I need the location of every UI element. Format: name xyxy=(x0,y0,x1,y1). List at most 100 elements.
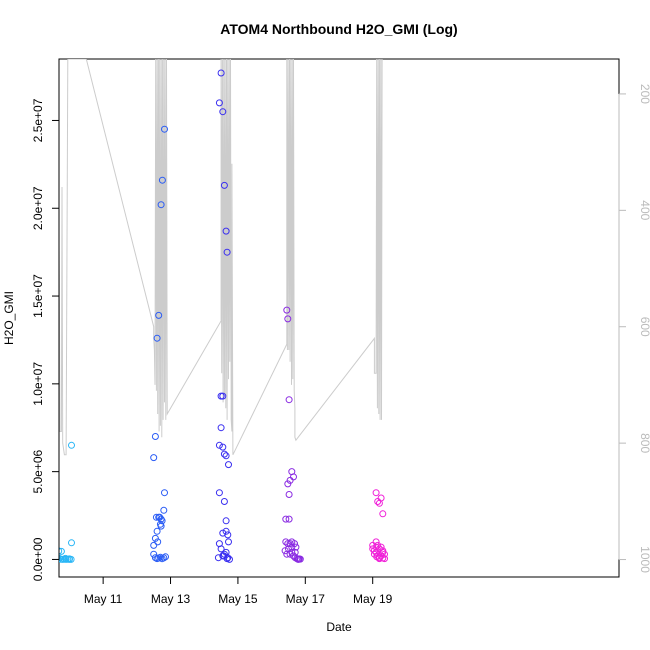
data-point xyxy=(284,540,292,548)
data-point xyxy=(215,441,223,449)
data-point xyxy=(379,548,387,556)
data-point xyxy=(160,554,168,562)
data-point xyxy=(372,489,380,497)
data-point xyxy=(225,461,232,469)
y-tick-label: 1.5e+07 xyxy=(31,274,45,318)
y2-tick-label: 1000 xyxy=(638,546,650,573)
x-tick-label: May 19 xyxy=(353,592,393,606)
data-point xyxy=(219,443,227,451)
data-point xyxy=(374,498,382,505)
data-point xyxy=(161,489,168,497)
data-point xyxy=(295,555,303,563)
x-axis-label: Date xyxy=(326,620,352,634)
data-point xyxy=(222,527,230,535)
data-point xyxy=(285,491,293,498)
data-point xyxy=(153,334,161,342)
data-point xyxy=(161,125,168,133)
data-point xyxy=(65,555,73,563)
data-point xyxy=(286,476,294,484)
y-tick-label: 5.0e+06 xyxy=(31,449,45,493)
data-point xyxy=(155,311,163,319)
data-point xyxy=(150,454,158,462)
data-point xyxy=(222,227,230,235)
series-group5 xyxy=(369,489,388,563)
data-point xyxy=(381,550,388,558)
data-point xyxy=(61,554,69,562)
data-point xyxy=(160,506,168,514)
data-point xyxy=(153,527,161,535)
data-point xyxy=(292,543,300,551)
data-point xyxy=(222,452,230,460)
data-point xyxy=(220,450,228,458)
data-point xyxy=(156,513,164,521)
data-point xyxy=(152,513,160,521)
data-point xyxy=(381,555,388,563)
data-point xyxy=(217,424,225,432)
data-point xyxy=(372,548,380,556)
data-point xyxy=(158,176,166,184)
data-point xyxy=(151,534,159,542)
x-tick-label: May 17 xyxy=(286,592,326,606)
data-point xyxy=(68,441,75,449)
data-point xyxy=(59,547,65,555)
y-tick-label: 0.0e+00 xyxy=(31,537,45,581)
data-point xyxy=(215,99,223,107)
data-point xyxy=(223,555,231,563)
data-point xyxy=(288,548,296,556)
data-point xyxy=(157,515,165,523)
pressure-line xyxy=(59,59,383,456)
data-point xyxy=(286,550,294,558)
data-point xyxy=(220,181,228,189)
data-point xyxy=(225,538,232,546)
data-point xyxy=(217,69,225,77)
data-point xyxy=(283,306,291,314)
series-group2 xyxy=(150,125,169,563)
y2-tick-label: 800 xyxy=(638,433,650,453)
data-point xyxy=(284,480,292,488)
y-tick-label: 1.0e+07 xyxy=(31,362,45,406)
data-point xyxy=(220,498,228,505)
y2-tick-label: 200 xyxy=(638,84,650,104)
data-point xyxy=(219,108,227,116)
plot-frame xyxy=(58,58,620,578)
data-point xyxy=(59,555,62,563)
x-tick-label: May 15 xyxy=(218,592,258,606)
data-point xyxy=(150,550,158,558)
data-point xyxy=(284,315,292,323)
data-point xyxy=(281,547,289,555)
data-point xyxy=(285,515,293,523)
data-point xyxy=(217,545,225,553)
data-point xyxy=(59,547,63,555)
data-point xyxy=(290,473,297,481)
x-tick-label: May 13 xyxy=(151,592,191,606)
x-tick-label: May 11 xyxy=(84,592,123,606)
data-point xyxy=(215,489,223,497)
data-point xyxy=(157,201,165,209)
data-point xyxy=(151,433,159,440)
points-layer xyxy=(59,69,388,563)
data-point xyxy=(375,499,383,507)
data-point xyxy=(285,396,293,404)
data-point xyxy=(154,538,162,546)
data-point xyxy=(224,554,232,562)
series-group3 xyxy=(214,69,233,563)
pressure-layer xyxy=(59,59,383,456)
data-point xyxy=(369,541,377,549)
data-point xyxy=(224,531,232,539)
y-axis-label: H2O_GMI xyxy=(2,291,16,345)
y-tick-label: 2.0e+07 xyxy=(31,186,45,230)
chart-title: ATOM4 Northbound H2O_GMI (Log) xyxy=(220,21,457,37)
data-point xyxy=(157,522,165,530)
data-point xyxy=(219,392,227,400)
axes-layer: May 11 May 13 May 15 May 17 May 19 0.0e+00 5.0… xyxy=(31,84,650,606)
data-point xyxy=(372,543,380,551)
y2-tick-label: 400 xyxy=(638,200,650,220)
data-point xyxy=(288,543,296,551)
data-point xyxy=(373,553,381,561)
data-point xyxy=(150,541,158,549)
series-group1 xyxy=(59,441,75,563)
data-point xyxy=(282,515,290,523)
series-group4 xyxy=(281,306,304,563)
data-point xyxy=(68,539,75,547)
